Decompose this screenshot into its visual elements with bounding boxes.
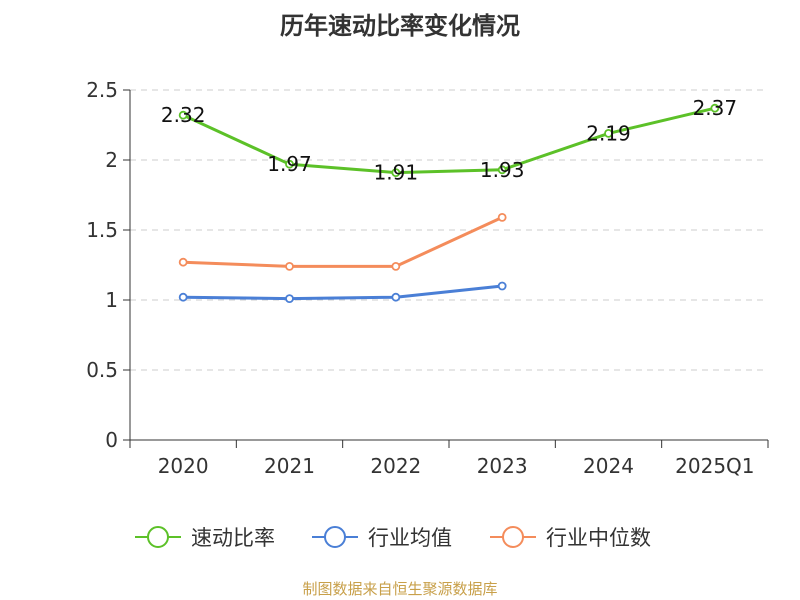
y-tick-label: 2 bbox=[105, 148, 118, 172]
data-point bbox=[285, 294, 294, 304]
legend-item[interactable]: 行业均值 bbox=[312, 526, 452, 550]
legend-label: 行业中位数 bbox=[546, 526, 651, 550]
data-point bbox=[285, 159, 294, 169]
legend-label: 行业均值 bbox=[368, 526, 452, 550]
data-label: 1.93 bbox=[480, 158, 525, 182]
data-label: 1.97 bbox=[267, 152, 312, 176]
data-label: 2.19 bbox=[586, 121, 631, 145]
series-lines bbox=[178, 103, 720, 304]
data-labels: 2.32 1.97 1.91 1.93 2.19 2.37 bbox=[161, 96, 737, 184]
series-line-0 bbox=[181, 106, 717, 175]
y-tick-label: 0 bbox=[105, 428, 118, 452]
axes: 0 0.5 1 1.5 2 2.5 2020 2021 2022 2023 2024 2025Q1 bbox=[86, 78, 769, 478]
data-point bbox=[391, 261, 401, 271]
y-tick-label: 0.5 bbox=[86, 358, 118, 382]
data-label: 2.37 bbox=[693, 96, 738, 120]
y-tick-label: 1 bbox=[105, 288, 118, 312]
grid-lines bbox=[130, 89, 768, 371]
x-tick-label: 2024 bbox=[583, 454, 634, 478]
data-point bbox=[604, 128, 613, 138]
data-point bbox=[178, 110, 188, 120]
x-tick-label: 2022 bbox=[370, 454, 421, 478]
data-point bbox=[497, 281, 507, 291]
source-note: 制图数据来自恒生聚源数据库 bbox=[302, 580, 498, 598]
data-point bbox=[710, 103, 720, 113]
data-point bbox=[285, 261, 294, 271]
data-point bbox=[391, 168, 401, 178]
data-label: 1.91 bbox=[374, 161, 419, 185]
legend-item[interactable]: 行业中位数 bbox=[490, 526, 651, 550]
legend[interactable]: 速动比率 行业均值 行业中位数 bbox=[135, 526, 651, 550]
data-point bbox=[178, 257, 188, 267]
chart-title: 历年速动比率变化情况 bbox=[280, 12, 520, 40]
legend-item[interactable]: 速动比率 bbox=[135, 526, 275, 550]
x-tick-label: 2023 bbox=[477, 454, 528, 478]
data-point bbox=[178, 292, 188, 302]
x-tick-label: 2021 bbox=[264, 454, 315, 478]
data-point bbox=[391, 292, 401, 302]
data-label: 2.32 bbox=[161, 103, 206, 127]
data-point bbox=[497, 212, 507, 222]
y-tick-label: 1.5 bbox=[86, 218, 118, 242]
y-tick-label: 2.5 bbox=[86, 78, 118, 102]
series-line-2 bbox=[181, 215, 504, 268]
legend-marker-icon bbox=[147, 526, 169, 548]
legend-marker-icon bbox=[502, 526, 524, 548]
series-line-1 bbox=[181, 284, 504, 301]
x-tick-label: 2020 bbox=[158, 454, 209, 478]
legend-marker-icon bbox=[324, 526, 346, 548]
data-point bbox=[497, 165, 507, 175]
x-tick-label: 2025Q1 bbox=[675, 454, 754, 478]
legend-label: 速动比率 bbox=[191, 526, 275, 550]
